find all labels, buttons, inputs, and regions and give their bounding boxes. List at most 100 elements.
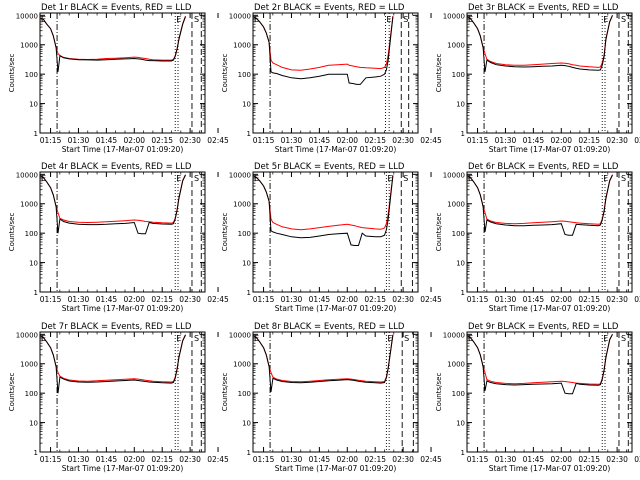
x-tick-label: 02:45 — [420, 455, 442, 464]
events-series-line — [253, 334, 394, 392]
x-tick-label: 01:30 — [281, 455, 303, 464]
detector-panel: Det 7r BLACK = Events, RED = LLD 1 10 100 10… — [8, 322, 229, 473]
x-tick-label: 01:15 — [40, 295, 62, 304]
x-tick-label: 02:30 — [392, 455, 414, 464]
y-tick-label: 10000 — [229, 331, 251, 339]
y-tick-label: 10000 — [16, 331, 38, 339]
y-axis-label: Counts/sec — [221, 373, 229, 412]
x-tick-label: 01:15 — [467, 136, 489, 145]
y-tick-label: 1 — [247, 289, 251, 297]
x-tick-label: 02:15 — [364, 295, 386, 304]
marker-label: E — [176, 15, 181, 24]
marker-label: S — [404, 334, 409, 343]
x-tick-label: 02:15 — [578, 136, 600, 145]
y-tick-label: 100 — [238, 390, 251, 398]
y-tick-label: 1 — [461, 130, 465, 138]
y-tick-label: 10000 — [443, 171, 465, 179]
x-tick-label: 02:00 — [123, 295, 145, 304]
x-tick-label: 02:30 — [179, 136, 201, 145]
y-axis-label: Counts/sec — [221, 54, 229, 93]
events-series-line — [40, 174, 186, 235]
marker-label: S — [621, 15, 626, 24]
y-tick-label: 10000 — [443, 331, 465, 339]
x-axis-label: Start Time (17-Mar-07 01:09:20) — [489, 145, 611, 154]
x-tick-label: 02:15 — [151, 455, 173, 464]
y-tick-label: 10 — [29, 260, 38, 268]
x-axis-label: Start Time (17-Mar-07 01:09:20) — [62, 464, 184, 473]
marker-label: E — [41, 174, 46, 183]
x-tick-label: 02:00 — [123, 136, 145, 145]
detector-panel: Det 4r BLACK = Events, RED = LLD 1 10 100 10… — [8, 162, 229, 313]
plot-frame — [466, 171, 633, 293]
x-tick-label: 01:45 — [309, 295, 331, 304]
y-tick-label: 1 — [34, 449, 38, 457]
marker-label: S — [621, 174, 626, 183]
lld-series-line — [253, 15, 394, 71]
plot-frame — [252, 171, 419, 293]
y-tick-label: 100 — [25, 71, 38, 79]
marker-label: E — [603, 15, 608, 24]
events-series-line — [253, 175, 394, 246]
events-series-line — [40, 334, 186, 394]
detector-panel: Det 2r BLACK = Events, RED = LLD 1 10 100 10… — [221, 3, 442, 154]
x-tick-label: 01:15 — [40, 136, 62, 145]
y-axis-label: Counts/sec — [435, 213, 443, 252]
x-tick-label: 02:15 — [151, 295, 173, 304]
events-series-line — [40, 16, 186, 72]
x-tick-label: 01:15 — [253, 136, 275, 145]
x-tick-label: 02:15 — [364, 136, 386, 145]
x-tick-label: 02:00 — [336, 295, 358, 304]
x-axis-label: Start Time (17-Mar-07 01:09:20) — [275, 464, 397, 473]
marker-label: E — [468, 334, 473, 343]
x-tick-label: 01:30 — [68, 295, 90, 304]
x-tick-label: 02:00 — [550, 295, 572, 304]
marker-label: S — [194, 174, 199, 183]
marker-label: E — [387, 334, 392, 343]
x-tick-label: 01:15 — [467, 295, 489, 304]
detector-panel: Det 8r BLACK = Events, RED = LLD 1 10 100 10… — [221, 322, 442, 473]
y-tick-label: 100 — [452, 71, 465, 79]
x-tick-label: 01:45 — [523, 455, 545, 464]
x-tick-label: 01:30 — [281, 136, 303, 145]
y-tick-label: 10 — [242, 101, 251, 109]
x-tick-label: 01:45 — [96, 455, 118, 464]
x-tick-label: 02:30 — [606, 455, 628, 464]
x-tick-label: 02:00 — [550, 136, 572, 145]
x-tick-label: 01:15 — [467, 455, 489, 464]
y-axis-label: Counts/sec — [8, 373, 16, 412]
x-tick-label: 02:30 — [392, 295, 414, 304]
x-tick-label: 01:45 — [309, 455, 331, 464]
marker-label: S — [403, 15, 408, 24]
y-tick-label: 10 — [29, 101, 38, 109]
panel-title: Det 6r BLACK = Events, RED = LLD — [468, 162, 619, 172]
y-tick-label: 1000 — [447, 201, 465, 209]
panel-title: Det 7r BLACK = Events, RED = LLD — [41, 322, 192, 332]
marker-label: E — [387, 174, 392, 183]
y-tick-label: 1000 — [20, 361, 38, 369]
y-tick-label: 100 — [25, 390, 38, 398]
x-axis-label: Start Time (17-Mar-07 01:09:20) — [62, 304, 184, 313]
plot-frame — [39, 331, 206, 453]
y-tick-label: 1000 — [20, 42, 38, 50]
x-tick-label: 02:45 — [634, 455, 640, 464]
x-tick-label: 01:30 — [495, 295, 517, 304]
marker-label: E — [254, 174, 259, 183]
x-tick-label: 01:45 — [523, 136, 545, 145]
x-tick-label: 02:15 — [364, 455, 386, 464]
detector-panel: Det 9r BLACK = Events, RED = LLD 1 10 100 10… — [435, 322, 640, 473]
x-tick-label: 01:15 — [253, 455, 275, 464]
detector-panel: Det 6r BLACK = Events, RED = LLD 1 10 100 10… — [435, 162, 640, 313]
marker-label: S — [194, 334, 199, 343]
panel-title: Det 3r BLACK = Events, RED = LLD — [468, 3, 619, 13]
marker-label: E — [254, 15, 259, 24]
detector-panel: Det 1r BLACK = Events, RED = LLD 1 10 100 10… — [8, 3, 229, 154]
x-axis-label: Start Time (17-Mar-07 01:09:20) — [489, 304, 611, 313]
marker-label: E — [603, 174, 608, 183]
y-tick-label: 10 — [242, 420, 251, 428]
marker-label: E — [41, 15, 46, 24]
y-tick-label: 10000 — [229, 171, 251, 179]
panel-title: Det 5r BLACK = Events, RED = LLD — [254, 162, 405, 172]
x-tick-label: 02:45 — [207, 295, 229, 304]
x-tick-label: 02:00 — [123, 455, 145, 464]
x-axis-label: Start Time (17-Mar-07 01:09:20) — [275, 304, 397, 313]
